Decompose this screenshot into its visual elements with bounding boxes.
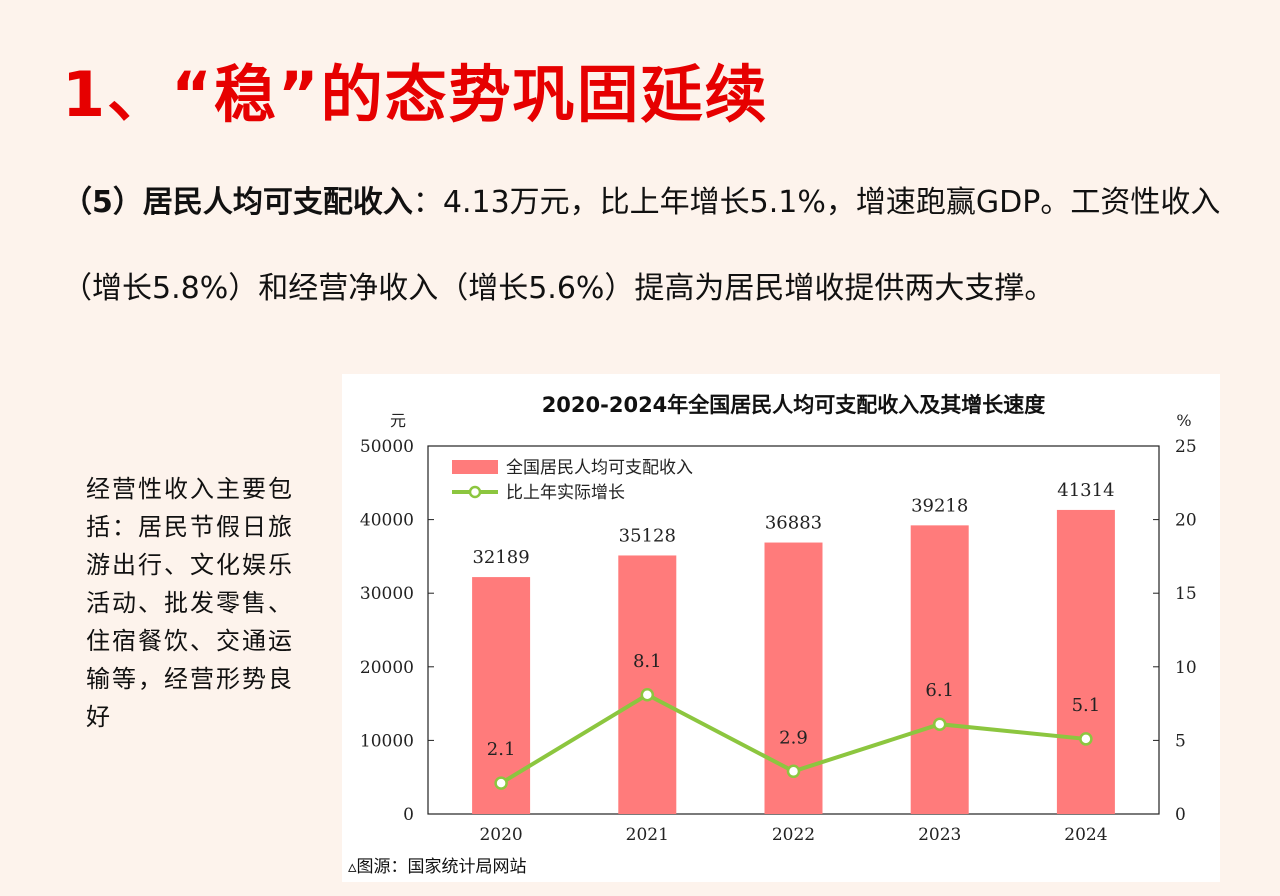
- y-tick-label: 20000: [360, 658, 414, 678]
- y-tick-label: 10000: [360, 731, 414, 751]
- paragraph-body: ：4.13万元，比上年增长5.1%，增速跑赢GDP。工资性收入（增长5.8%）和…: [62, 185, 1221, 306]
- legend-line-marker: [468, 485, 482, 499]
- growth-value-label: 2.1: [487, 739, 516, 760]
- bar-value-label: 39218: [911, 495, 968, 516]
- y-tick-label: 40000: [360, 511, 414, 531]
- bar-value-label: 41314: [1057, 480, 1114, 501]
- chart-panel: 2020-2024年全国居民人均可支配收入及其增长速度元% 0 10000 20000…: [342, 374, 1220, 882]
- y-tick-label: 50000: [360, 437, 414, 457]
- legend-bar-label: 全国居民人均可支配收入: [506, 458, 693, 478]
- growth-point-2021: [640, 688, 655, 702]
- y2-tick-label: 20: [1175, 511, 1197, 531]
- growth-point-2020: [494, 776, 508, 790]
- bar-value-label: 32189: [472, 547, 529, 568]
- bar-value-label: 35128: [619, 525, 676, 546]
- legend-line-label: 比上年实际增长: [506, 483, 625, 503]
- y2-tick-label: 0: [1175, 805, 1186, 825]
- income-paragraph: （5）居民人均可支配收入：4.13万元，比上年增长5.1%，增速跑赢GDP。工资…: [62, 160, 1242, 332]
- bar-income-2020: [472, 577, 531, 814]
- x-tick-label: 2024: [1064, 825, 1107, 845]
- bar-value-label: 36883: [765, 513, 822, 534]
- y2-tick-label: 5: [1175, 731, 1186, 751]
- side-note: 经营性收入主要包括：居民节假日旅游出行、文化娱乐活动、批发零售、住宿餐饮、交通运…: [86, 475, 294, 731]
- y-tick-label: 30000: [360, 584, 414, 604]
- chart-source: ▵图源：国家统计局网站: [348, 857, 527, 877]
- page-title: 1、“稳”的态势巩固延续: [62, 58, 769, 131]
- chart-title: 2020-2024年全国居民人均可支配收入及其增长速度: [542, 393, 1046, 417]
- y2-tick-label: 25: [1175, 437, 1197, 457]
- x-tick-label: 2023: [918, 825, 961, 845]
- bar-income-2021: [618, 555, 677, 814]
- y-tick-label: 0: [403, 805, 414, 825]
- bar-income-2024: [1056, 509, 1115, 814]
- y-axis-unit-label: 元: [390, 411, 406, 430]
- growth-point-2024: [1079, 732, 1093, 746]
- growth-value-label: 2.9: [779, 727, 808, 748]
- growth-value-label: 6.1: [925, 680, 954, 701]
- x-tick-label: 2020: [479, 825, 522, 845]
- growth-value-label: 5.1: [1072, 695, 1101, 716]
- growth-point-2023: [932, 717, 947, 731]
- y2-axis-unit-label: %: [1176, 411, 1191, 430]
- growth-point-2022: [786, 764, 801, 779]
- x-tick-label: 2021: [626, 825, 669, 845]
- x-tick-label: 2022: [772, 825, 815, 845]
- y2-tick-label: 15: [1175, 584, 1197, 604]
- legend-bar-swatch: [452, 460, 498, 474]
- bar-income-2023: [910, 525, 969, 814]
- y2-tick-label: 10: [1175, 658, 1197, 678]
- paragraph-lead: （5）居民人均可支配收入: [62, 185, 413, 220]
- growth-value-label: 8.1: [633, 651, 662, 672]
